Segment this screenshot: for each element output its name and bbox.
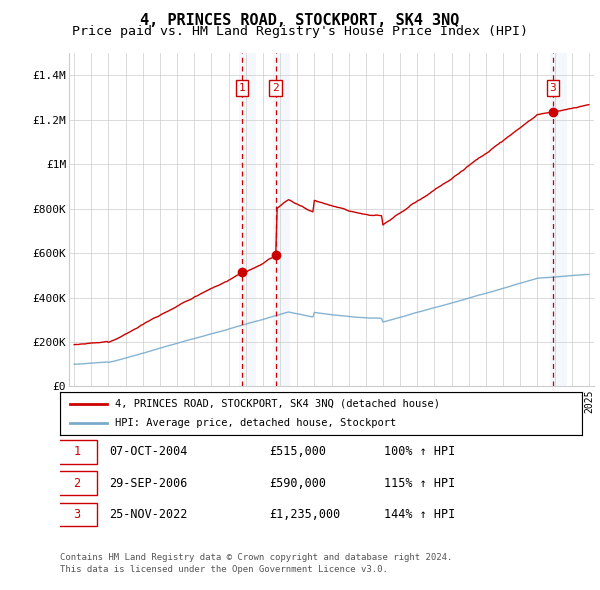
Text: 2: 2 bbox=[272, 83, 279, 93]
Text: £1,235,000: £1,235,000 bbox=[269, 508, 340, 521]
Text: 3: 3 bbox=[550, 83, 556, 93]
FancyBboxPatch shape bbox=[58, 503, 97, 526]
Text: 144% ↑ HPI: 144% ↑ HPI bbox=[383, 508, 455, 521]
Text: 29-SEP-2006: 29-SEP-2006 bbox=[110, 477, 188, 490]
Text: 100% ↑ HPI: 100% ↑ HPI bbox=[383, 445, 455, 458]
Text: Contains HM Land Registry data © Crown copyright and database right 2024.: Contains HM Land Registry data © Crown c… bbox=[60, 553, 452, 562]
Text: 3: 3 bbox=[73, 508, 80, 521]
Bar bbox=[550, 53, 568, 386]
Bar bbox=[273, 53, 290, 386]
Text: This data is licensed under the Open Government Licence v3.0.: This data is licensed under the Open Gov… bbox=[60, 565, 388, 573]
Text: 25-NOV-2022: 25-NOV-2022 bbox=[110, 508, 188, 521]
Text: £515,000: £515,000 bbox=[269, 445, 326, 458]
Text: 2: 2 bbox=[73, 477, 80, 490]
Text: 07-OCT-2004: 07-OCT-2004 bbox=[110, 445, 188, 458]
Text: 115% ↑ HPI: 115% ↑ HPI bbox=[383, 477, 455, 490]
Text: Price paid vs. HM Land Registry's House Price Index (HPI): Price paid vs. HM Land Registry's House … bbox=[72, 25, 528, 38]
FancyBboxPatch shape bbox=[58, 440, 97, 464]
Bar bbox=[239, 53, 256, 386]
Text: 4, PRINCES ROAD, STOCKPORT, SK4 3NQ (detached house): 4, PRINCES ROAD, STOCKPORT, SK4 3NQ (det… bbox=[115, 399, 440, 409]
Text: £590,000: £590,000 bbox=[269, 477, 326, 490]
FancyBboxPatch shape bbox=[58, 471, 97, 495]
Text: 1: 1 bbox=[73, 445, 80, 458]
Text: 4, PRINCES ROAD, STOCKPORT, SK4 3NQ: 4, PRINCES ROAD, STOCKPORT, SK4 3NQ bbox=[140, 13, 460, 28]
Text: 1: 1 bbox=[238, 83, 245, 93]
Text: HPI: Average price, detached house, Stockport: HPI: Average price, detached house, Stoc… bbox=[115, 418, 396, 428]
